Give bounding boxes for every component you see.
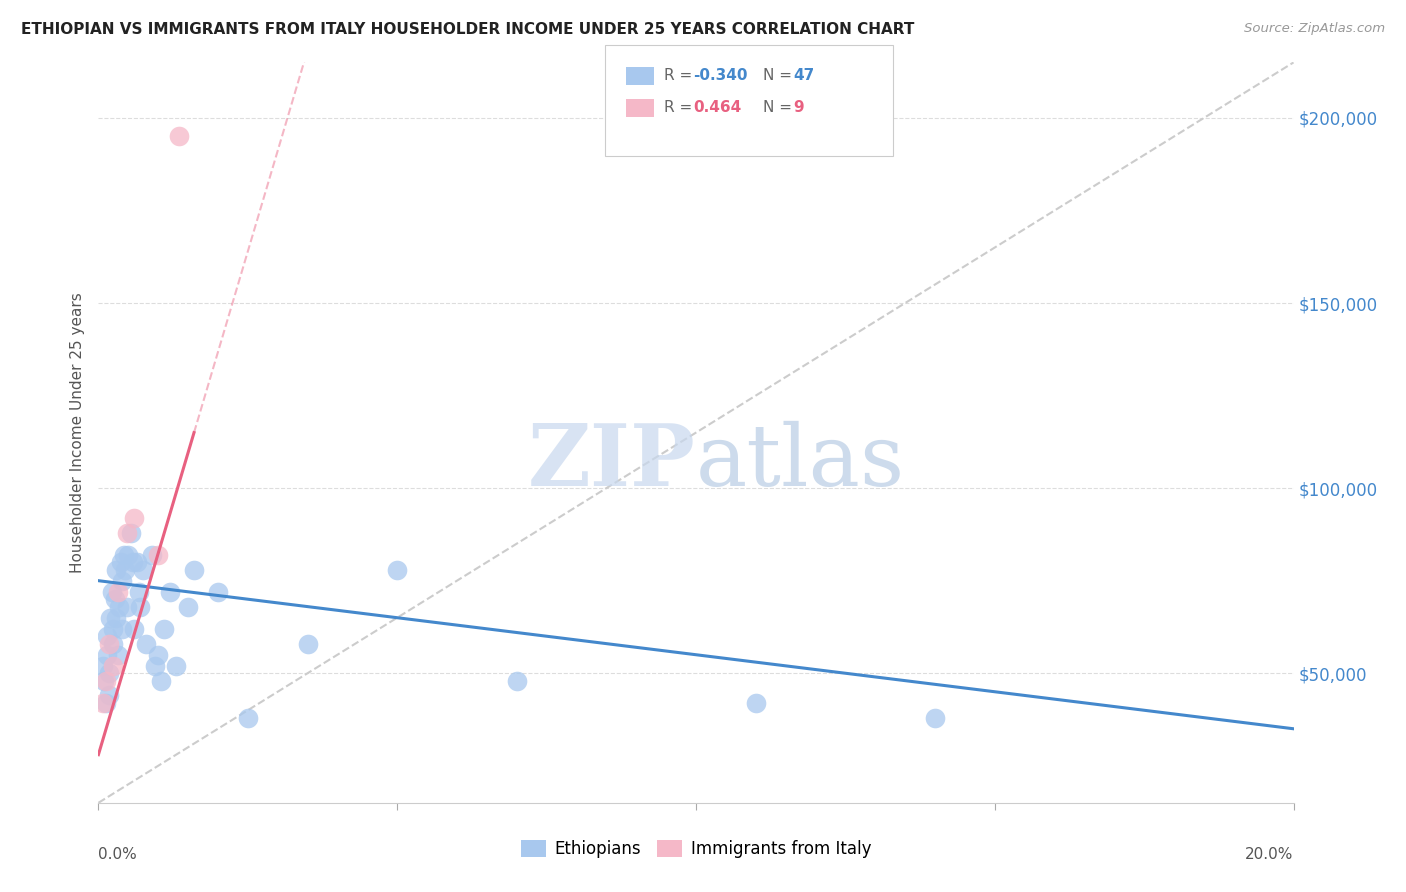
Point [124, 622, 146, 636]
Text: 9: 9 [793, 101, 804, 115]
Text: 47: 47 [793, 69, 814, 83]
Point [159, 584, 181, 599]
Point [103, 622, 125, 636]
Text: atlas: atlas [696, 421, 905, 504]
Point [128, 584, 150, 599]
Text: R =: R = [664, 69, 697, 83]
Point [148, 548, 170, 562]
Text: N =: N = [763, 101, 797, 115]
Point [127, 555, 149, 569]
Legend: Ethiopians, Immigrants from Italy: Ethiopians, Immigrants from Italy [515, 833, 877, 865]
Point [385, 563, 409, 577]
Point [183, 563, 205, 577]
Point [143, 658, 166, 673]
Point [141, 548, 163, 562]
Point [167, 129, 190, 144]
Point [112, 548, 135, 562]
Point [103, 658, 125, 673]
Point [236, 711, 259, 725]
Point [114, 563, 136, 577]
Text: R =: R = [664, 101, 697, 115]
Point [104, 592, 127, 607]
Point [111, 622, 134, 636]
Point [135, 637, 157, 651]
Point [115, 599, 138, 614]
Point [129, 599, 152, 614]
Point [150, 673, 173, 688]
Text: ETHIOPIAN VS IMMIGRANTS FROM ITALY HOUSEHOLDER INCOME UNDER 25 YEARS CORRELATION: ETHIOPIAN VS IMMIGRANTS FROM ITALY HOUSE… [21, 22, 914, 37]
Point [165, 658, 187, 673]
Point [207, 584, 229, 599]
Point [107, 648, 129, 662]
Text: 0.0%: 0.0% [98, 847, 138, 863]
Point [91, 658, 114, 673]
Point [122, 555, 145, 569]
Text: ZIP: ZIP [529, 420, 696, 504]
Y-axis label: Householder Income Under 25 years: Householder Income Under 25 years [69, 293, 84, 573]
Point [105, 563, 128, 577]
Point [98, 610, 122, 624]
Text: 20.0%: 20.0% [1246, 847, 1294, 863]
Point [107, 584, 129, 599]
Point [745, 696, 768, 710]
Point [110, 555, 132, 569]
Text: -0.340: -0.340 [693, 69, 748, 83]
Point [120, 525, 142, 540]
Point [177, 599, 200, 614]
Point [153, 622, 176, 636]
Point [111, 574, 134, 588]
Point [100, 584, 122, 599]
Point [124, 510, 146, 524]
Point [115, 525, 138, 540]
Point [96, 629, 118, 643]
Point [117, 548, 139, 562]
Point [108, 599, 131, 614]
Text: N =: N = [763, 69, 797, 83]
Point [506, 673, 529, 688]
Point [94, 696, 117, 710]
Point [132, 563, 155, 577]
Point [91, 696, 114, 710]
Text: Source: ZipAtlas.com: Source: ZipAtlas.com [1244, 22, 1385, 36]
Point [297, 637, 319, 651]
Point [148, 648, 170, 662]
Point [105, 610, 128, 624]
Point [93, 673, 115, 688]
Point [924, 711, 946, 725]
Point [98, 666, 121, 681]
Text: 0.464: 0.464 [693, 101, 741, 115]
Point [98, 689, 121, 703]
Point [94, 673, 117, 688]
Point [96, 648, 118, 662]
Point [98, 637, 121, 651]
Point [103, 637, 125, 651]
